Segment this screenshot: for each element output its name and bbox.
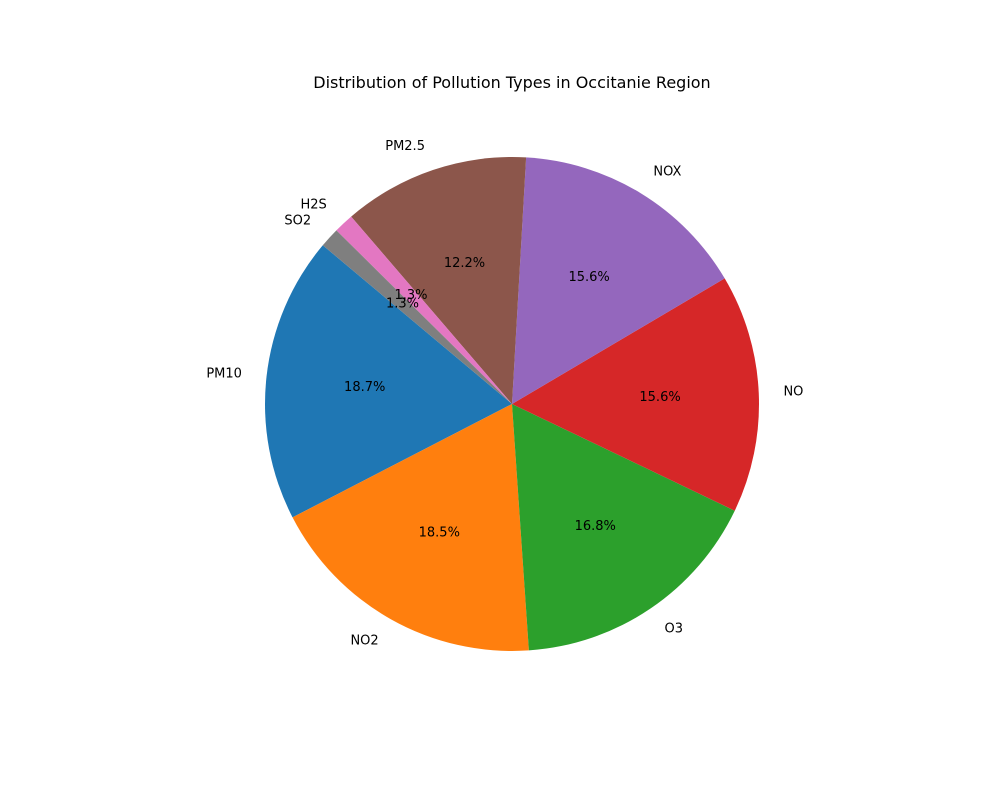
pie-slice-no [512,278,759,511]
slice-percent-label: 12.2% [444,256,485,271]
pie-slice-pm2-5 [351,156,527,404]
slice-percent-label: 16.8% [575,519,616,534]
slice-percent-label: 1.3% [386,297,419,312]
slice-label: SO2 [284,214,311,229]
slice-percent-label: 18.5% [419,526,460,541]
slice-label: PM2.5 [385,139,425,154]
pie-slice-so2 [322,230,512,404]
pie-slices [265,156,759,651]
pie-labels: PM10 18.7% NO2 18.5% O3 16.8% NO 15.6% NOX 15.6% P… [206,139,803,648]
slice-percent-label: 15.6% [639,390,680,405]
pie-slice-o3 [512,404,735,651]
pie-slice-nox [512,157,725,404]
pie-slice-h2s [336,216,512,404]
slice-label: NOX [653,164,681,179]
slice-label: PM10 [206,367,242,382]
slice-label: NO [783,385,803,400]
slice-label: H2S [300,198,326,213]
chart-title: Distribution of Pollution Types in Occit… [313,73,710,92]
pie-slice-no2 [292,404,529,651]
slice-percent-label: 18.7% [344,380,385,395]
slice-label: O3 [665,621,684,636]
slice-label: NO2 [350,633,378,648]
slice-percent-label: 1.3% [394,288,427,303]
slice-percent-label: 15.6% [568,270,609,285]
pie-slice-pm10 [265,245,512,518]
